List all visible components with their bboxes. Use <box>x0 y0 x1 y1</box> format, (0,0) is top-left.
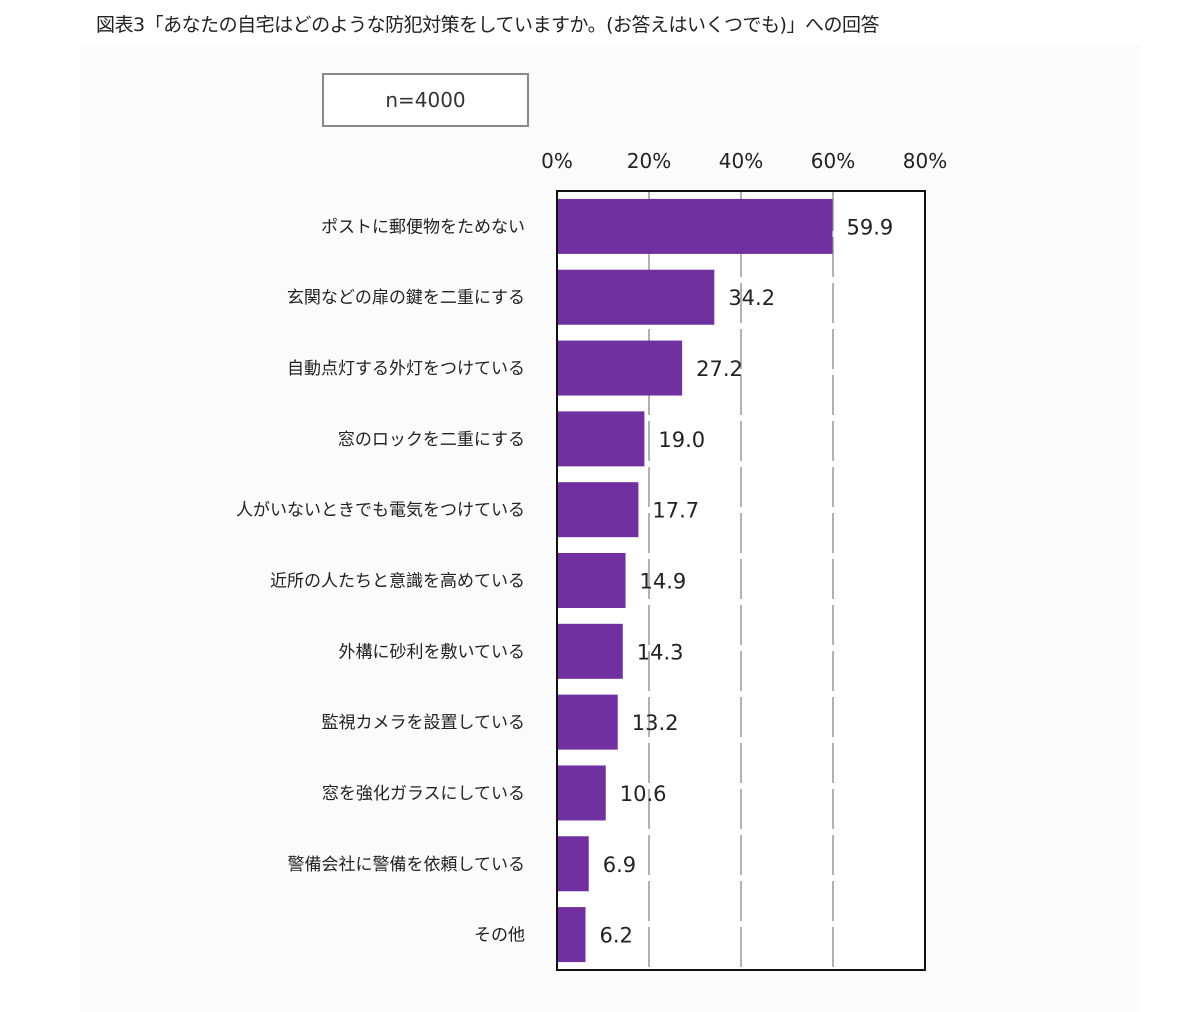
data-label: 14.3 <box>637 640 684 664</box>
bar <box>557 836 589 892</box>
category-label: 玄関などの扉の鍵を二重にする <box>287 288 525 308</box>
x-tick-label: 40% <box>719 149 763 173</box>
category-label: 自動点灯する外灯をつけている <box>287 359 525 379</box>
category-label: 窓のロックを二重にする <box>338 430 525 450</box>
category-label: その他 <box>474 926 525 946</box>
data-label: 14.9 <box>640 570 687 594</box>
bar <box>557 411 645 467</box>
data-label: 34.2 <box>728 286 775 310</box>
data-label: 19.0 <box>658 428 705 452</box>
plot-border <box>556 190 926 971</box>
category-label: 人がいないときでも電気をつけている <box>236 501 525 521</box>
x-tick-label: 0% <box>541 149 573 173</box>
chart-title: 図表3「あなたの自宅はどのような防犯対策をしていますか。(お答えはいくつでも)」… <box>96 14 879 36</box>
bar <box>557 269 715 325</box>
bar <box>557 765 606 821</box>
data-label: 17.7 <box>652 499 699 523</box>
sample-size-box: n=4000 <box>322 73 529 127</box>
data-label: 6.2 <box>600 924 633 948</box>
data-label: 10.6 <box>620 782 667 806</box>
x-tick-label: 80% <box>903 149 947 173</box>
bar <box>557 623 623 679</box>
bar <box>557 907 586 963</box>
category-label: ポストに郵便物をためない <box>321 217 525 237</box>
data-label: 13.2 <box>632 711 679 735</box>
data-label: 59.9 <box>847 215 894 239</box>
x-tick-label: 20% <box>627 149 671 173</box>
bar <box>557 694 618 750</box>
data-label: 6.9 <box>603 853 636 877</box>
category-label: 窓を強化ガラスにしている <box>322 784 525 804</box>
bar <box>557 340 683 396</box>
bar <box>557 553 626 608</box>
data-label: 27.2 <box>696 357 743 381</box>
category-label: 警備会社に警備を依頼している <box>288 855 526 875</box>
x-tick-label: 60% <box>811 149 855 173</box>
category-label: 近所の人たちと意識を高めている <box>270 572 525 592</box>
sample-size-label: n=4000 <box>385 88 466 112</box>
category-label: 外構に砂利を敷いている <box>339 642 526 662</box>
bar <box>557 198 833 254</box>
category-label: 監視カメラを設置している <box>322 713 526 733</box>
bar <box>557 482 639 538</box>
